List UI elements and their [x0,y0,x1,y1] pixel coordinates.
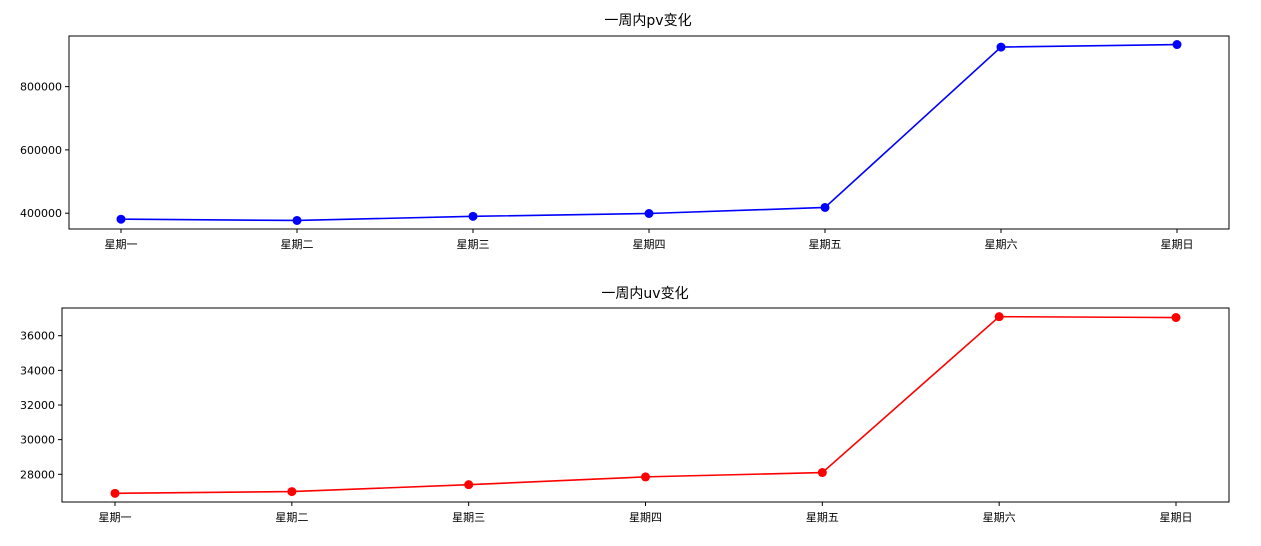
uv-chart-title: 一周内uv变化 [601,286,688,302]
uv-y-tick-label: 28000 [20,468,55,481]
pv-data-point [644,208,654,218]
pv-y-tick-label: 800000 [20,81,62,94]
pv-x-tick-label: 星期日 [1161,238,1194,251]
uv-data-point [287,487,297,497]
pv-x-tick-label: 星期三 [457,238,490,251]
uv-data-point [464,480,474,490]
uv-x-tick-label: 星期三 [452,511,485,524]
uv-x-tick-label: 星期一 [99,511,132,524]
pv-x-tick-label: 星期一 [105,238,138,251]
uv-chart: 一周内uv变化 星期一 星期二 星期三 星期四 星期五 星期六 星期日 28000 30000 3… [20,286,1230,524]
pv-x-tick-label: 星期二 [281,238,314,251]
pv-data-point [996,42,1006,52]
pv-data-point [468,211,478,221]
pv-chart: 一周内pv变化 星期一 星期二 星期三 星期四 星期五 星期六 星期日 400000 60000… [20,13,1230,251]
uv-x-tick-label: 星期六 [983,511,1016,524]
uv-data-point [817,468,827,478]
pv-y-tick-label: 600000 [20,144,62,157]
pv-y-tick-label: 400000 [20,207,62,220]
uv-y-tick-label: 34000 [20,364,55,377]
uv-y-tick-label: 32000 [20,399,55,412]
pv-data-point [1172,40,1182,50]
uv-x-tick-label: 星期日 [1160,511,1193,524]
uv-x-tick-label: 星期五 [806,511,839,524]
uv-y-tick-label: 30000 [20,434,55,447]
uv-x-tick-label: 星期四 [629,511,662,524]
uv-data-point [1171,313,1181,323]
pv-data-point [116,214,126,224]
pv-data-point [292,215,302,225]
pv-data-point [820,202,830,212]
pv-plot-area [68,35,1230,230]
uv-data-point [641,472,650,482]
uv-y-tick-label: 36000 [20,330,55,343]
pv-series-line [120,43,1178,222]
pv-x-tick-label: 星期六 [985,238,1018,251]
uv-x-tick-label: 星期二 [275,511,308,524]
uv-data-point [994,312,1004,322]
pv-chart-title: 一周内pv变化 [604,13,691,29]
pv-x-tick-label: 星期五 [809,238,842,251]
uv-series-line [114,315,1177,495]
uv-data-point [110,488,120,498]
pv-x-tick-label: 星期四 [633,238,666,251]
